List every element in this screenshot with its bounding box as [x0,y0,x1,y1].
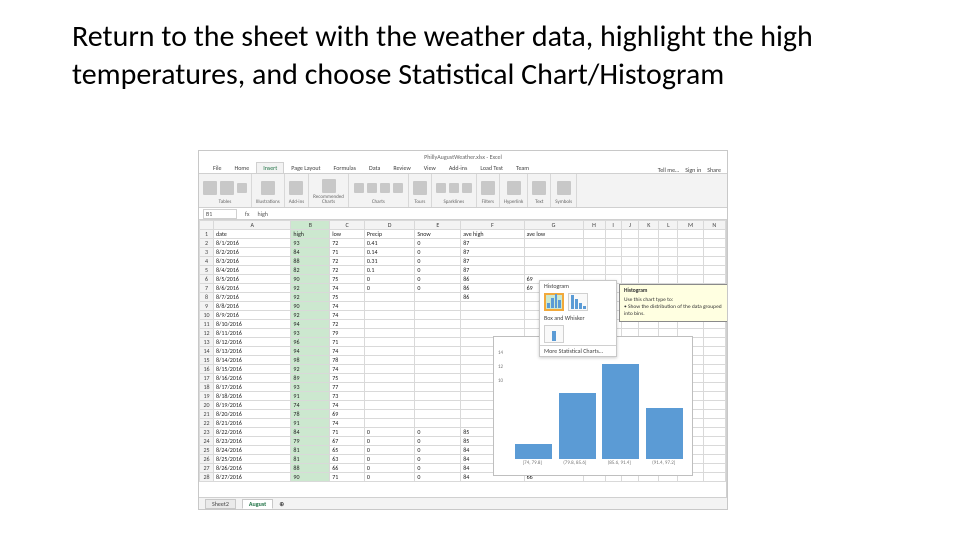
share-button[interactable]: Share [707,167,721,173]
fx-icon[interactable]: fx [245,211,249,217]
group-illustrations[interactable]: Illustrations [252,174,285,207]
chart-bin-label: (79.8, 85.6] [563,461,586,473]
boxwhisker-option[interactable] [544,325,564,343]
tab-addins[interactable]: Add-ins [443,163,474,173]
new-sheet-button[interactable]: ⊕ [279,501,284,507]
tab-loadtest[interactable]: Load Test [474,163,509,173]
chart-bar [515,444,552,459]
tab-file[interactable]: File [207,163,228,173]
group-charts-label: Charts [372,200,385,205]
group-sparklines[interactable]: Sparklines [432,174,477,207]
group-tours-label: Tours [414,200,425,205]
sheet-tab-august[interactable]: August [242,499,273,509]
group-recommended-label: Recommended Charts [313,195,344,205]
tooltip-line: Use this chart type to: [624,297,726,304]
group-charts[interactable]: Charts [349,174,409,207]
group-illustrations-label: Illustrations [256,200,280,205]
pareto-option[interactable] [568,293,588,311]
tab-home[interactable]: Home [229,163,256,173]
group-tours[interactable]: Tours [409,174,432,207]
tab-data[interactable]: Data [363,163,386,173]
dropdown-section: Histogram [540,281,616,291]
formula-bar: B1 fx high [199,208,727,220]
chart-bin-label: [74, 79.8] [523,461,542,473]
group-symbols[interactable]: Symbols [551,174,577,207]
group-links-label: Hyperlink [504,200,523,205]
tellme[interactable]: Tell me… [658,167,679,173]
tab-pagelayout[interactable]: Page Layout [285,163,326,173]
tab-formulas[interactable]: Formulas [328,163,362,173]
group-recommended-charts[interactable]: Recommended Charts [309,174,349,207]
sheet-tab-bar: Sheet2 August ⊕ [199,497,727,509]
histogram-option[interactable] [544,293,564,311]
group-filters[interactable]: Filters [477,174,500,207]
chart-bar [646,408,683,459]
group-addins-label: Add-ins [289,200,304,205]
signin[interactable]: Sign in [685,167,701,173]
group-addins[interactable]: Add-ins [285,174,309,207]
group-filters-label: Filters [482,200,494,205]
chart-bin-label: (91.4, 97.2] [652,461,675,473]
tooltip-title: Histogram [624,288,726,295]
ribbon-tabs: File Home Insert Page Layout Formulas Da… [199,162,727,174]
statistical-chart-dropdown[interactable]: Histogram Box and Whisker More Statistic… [539,280,617,357]
chart-bar [602,364,639,459]
chart-ylabel: 12 [498,365,503,370]
tab-view[interactable]: View [418,163,442,173]
more-stat-charts[interactable]: More Statistical Charts… [540,345,616,356]
group-tables-label: Tables [219,200,232,205]
chart-bar [559,393,596,459]
chart-ylabel: 14 [498,351,503,356]
status-bar: Ready Average: 86.77419355 Count: 32 Sum… [199,509,727,510]
tooltip-line: • Show the distribution of the data grou… [624,304,726,318]
chart-bin-label: (85.6, 91.4] [608,461,631,473]
group-hyperlink[interactable]: Hyperlink [500,174,528,207]
group-symbols-label: Symbols [555,200,572,205]
group-sparklines-label: Sparklines [443,200,464,205]
excel-window: PhillyAugustWeather.xlsx - Excel File Ho… [198,150,728,510]
tab-review[interactable]: Review [387,163,416,173]
dropdown-section: Box and Whisker [540,313,616,323]
formula-value[interactable]: high [257,211,268,217]
embedded-chart[interactable]: Chart Title [74, 79.8](79.8, 85.6](85.6,… [493,336,693,476]
name-box[interactable]: B1 [203,209,237,219]
group-text[interactable]: Text [528,174,551,207]
tab-insert[interactable]: Insert [256,162,284,173]
tab-team[interactable]: Team [510,163,535,173]
histogram-tooltip: Histogram Use this chart type to: • Show… [619,284,728,322]
window-title: PhillyAugustWeather.xlsx - Excel [424,154,502,160]
chart-ylabel: 10 [498,379,503,384]
instruction-text: Return to the sheet with the weather dat… [72,18,892,93]
group-text-label: Text [535,200,543,205]
group-tables[interactable]: Tables [199,174,252,207]
title-bar: PhillyAugustWeather.xlsx - Excel [199,151,727,162]
ribbon-insert: Tables Illustrations Add-ins Recommended… [199,174,727,208]
sheet-tab-sheet2[interactable]: Sheet2 [205,499,236,509]
